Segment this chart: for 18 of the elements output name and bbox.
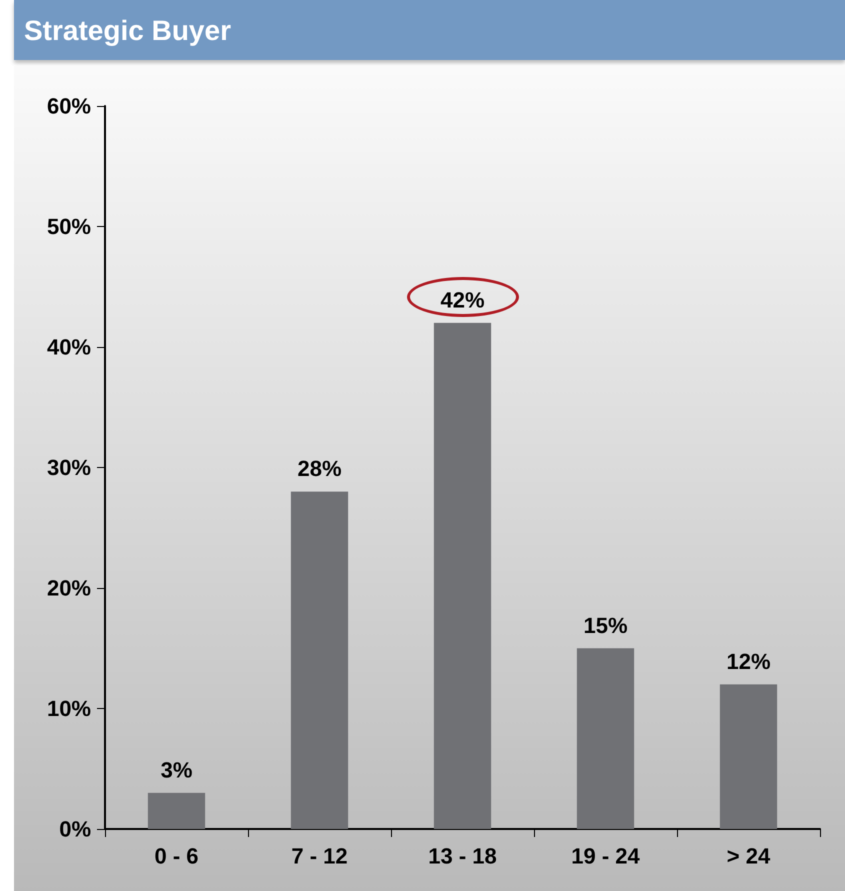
data-label: 15%	[583, 612, 628, 638]
y-tick-label: 60%	[46, 94, 91, 118]
y-tick-label: 10%	[46, 696, 91, 721]
y-tick-label: 20%	[46, 576, 91, 600]
y-tick-label: 40%	[46, 334, 91, 360]
data-label: 3%	[160, 757, 192, 782]
y-tick-label: 0%	[59, 816, 91, 842]
x-tick-label: > 24	[726, 844, 771, 868]
x-tick-label: 19 - 24	[571, 844, 641, 868]
x-tick-label: 0 - 6	[154, 844, 199, 868]
data-label: 42%	[440, 287, 485, 312]
chart-title: Strategic Buyer	[14, 0, 845, 60]
y-tick-label: 30%	[46, 455, 91, 480]
data-label: 28%	[297, 456, 342, 482]
x-tick-label: 7 - 12	[291, 844, 348, 868]
x-tick-label: 13 - 18	[428, 844, 497, 868]
y-tick-label: 50%	[46, 214, 91, 239]
data-label: 12%	[726, 648, 771, 674]
